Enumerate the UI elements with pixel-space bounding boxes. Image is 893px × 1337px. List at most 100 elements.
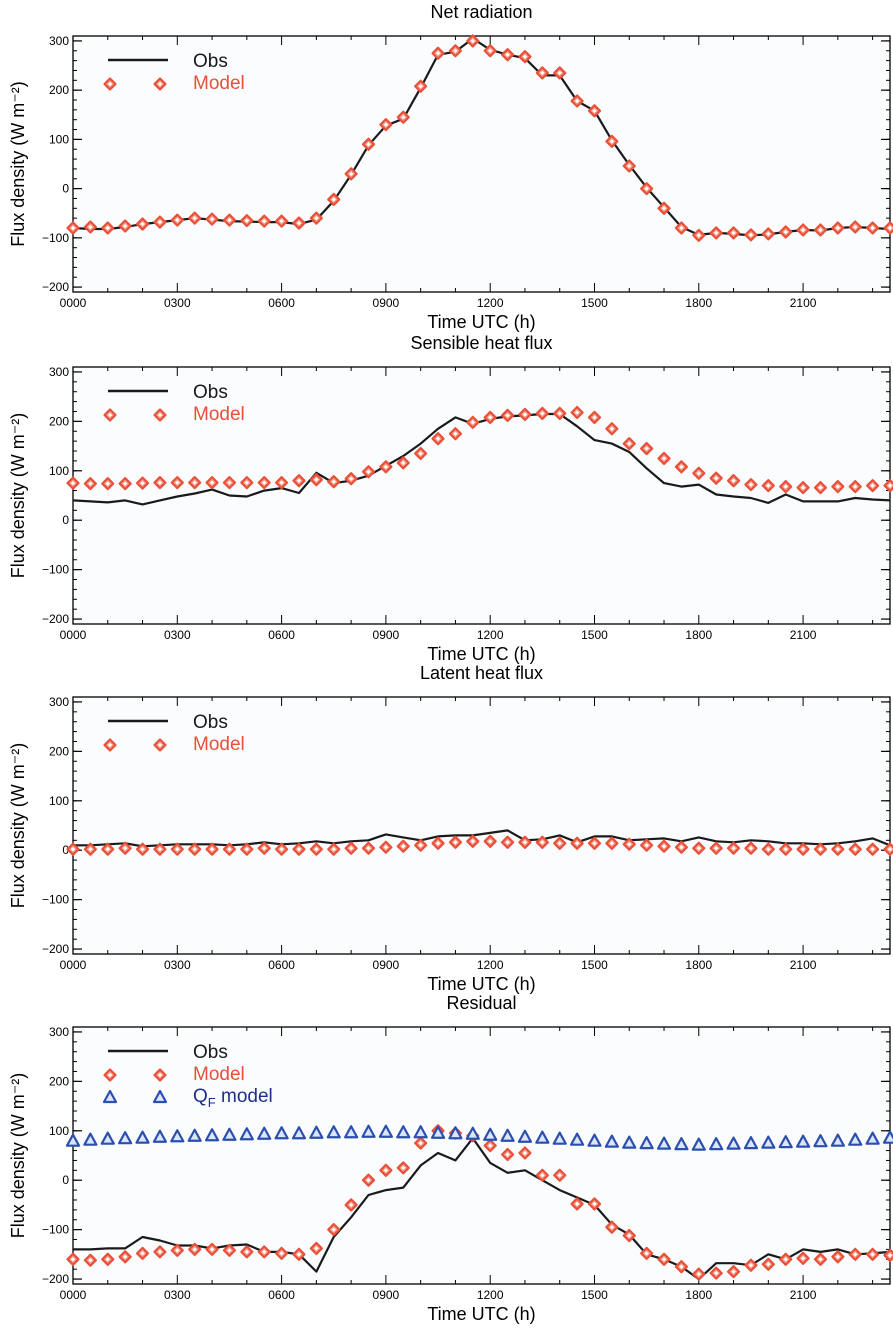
qf-model-point	[100, 1131, 115, 1145]
qf-model-point	[396, 1125, 411, 1139]
qf-model-point	[674, 1137, 689, 1151]
chart-title: Sensible heat flux	[410, 333, 552, 353]
y-axis-label: Flux density (W m⁻²)	[8, 81, 28, 247]
y-tick-label: −200	[42, 942, 69, 956]
y-tick-label: 100	[49, 794, 69, 808]
qf-model-point	[378, 1124, 393, 1138]
y-tick-label: 100	[49, 464, 69, 478]
qf-model-point	[552, 1131, 567, 1145]
qf-model-point	[187, 1128, 202, 1142]
y-tick-label: 200	[49, 414, 69, 428]
plot-area	[72, 35, 891, 293]
qf-model-point	[865, 1131, 880, 1145]
y-tick-label: −200	[42, 1272, 69, 1286]
x-tick-label: 1500	[581, 1288, 608, 1302]
legend-qf-swatch	[152, 1089, 168, 1104]
chart-title: Latent heat flux	[420, 663, 543, 683]
x-tick-label: 0900	[373, 958, 400, 972]
chart-panel-4: Residual −200 −100 0 100 200 300 0000 0300 0600 09…	[8, 993, 893, 1324]
x-tick-label: 0900	[373, 628, 400, 642]
legend-label: Obs	[193, 712, 228, 733]
qf-model-point	[257, 1126, 272, 1140]
qf-model-point	[170, 1129, 185, 1143]
qf-model-point	[291, 1126, 307, 1140]
legend-label: Model	[193, 734, 245, 755]
legend-label: Obs	[193, 1042, 228, 1063]
qf-model-point	[778, 1135, 793, 1149]
y-tick-label: 100	[49, 1124, 69, 1138]
obs-line	[73, 829, 891, 848]
chart-panel-3: Latent heat flux −200 −100 0 100 200 300 0000 03…	[8, 663, 893, 994]
x-tick-label: 2100	[790, 296, 817, 310]
x-tick-label: 1800	[685, 958, 712, 972]
qf-model-point	[118, 1131, 133, 1145]
chart-title: Residual	[446, 993, 516, 1013]
qf-model-point	[535, 1130, 550, 1144]
x-tick-label: 0000	[60, 1288, 87, 1302]
qf-model-point	[204, 1128, 220, 1142]
qf-model-point	[274, 1126, 289, 1140]
qf-model-point	[344, 1125, 359, 1139]
x-tick-label: 2100	[790, 1288, 817, 1302]
y-tick-label: −200	[42, 612, 69, 626]
x-tick-label: 1200	[477, 1288, 504, 1302]
qf-model-point	[430, 1125, 446, 1139]
qf-model-point	[309, 1125, 324, 1139]
plot-area	[72, 1026, 891, 1285]
legend-qf-swatch	[102, 1089, 118, 1104]
y-tick-label: −100	[42, 893, 69, 907]
x-tick-label: 0600	[268, 628, 295, 642]
y-axis-label: Flux density (W m⁻²)	[8, 413, 28, 579]
qf-model-point	[709, 1137, 724, 1151]
chart-panel-2: Sensible heat flux −200 −100 0 100 200 300 0000…	[8, 333, 893, 664]
qf-model-point	[726, 1136, 741, 1150]
qf-model-point	[135, 1130, 150, 1144]
y-tick-label: 300	[49, 34, 69, 48]
x-tick-label: 0300	[164, 958, 191, 972]
qf-model-point	[587, 1133, 602, 1147]
y-tick-label: 200	[49, 744, 69, 758]
y-tick-label: 0	[62, 843, 69, 857]
x-tick-label: 2100	[790, 628, 817, 642]
obs-line	[72, 412, 891, 506]
qf-model-point	[743, 1136, 759, 1150]
y-tick-label: 300	[49, 695, 69, 709]
y-tick-label: −100	[42, 1223, 69, 1237]
chart-title: Net radiation	[430, 2, 532, 22]
qf-model-point	[500, 1128, 515, 1142]
qf-model-point	[222, 1127, 237, 1141]
plot-area	[72, 366, 891, 625]
plot-area	[72, 696, 891, 955]
qf-model-point	[830, 1133, 845, 1147]
y-tick-label: 0	[62, 513, 69, 527]
qf-model-point	[570, 1132, 585, 1146]
legend-label: QF model	[193, 1086, 273, 1110]
y-tick-label: 100	[49, 132, 69, 146]
y-axis-label: Flux density (W m⁻²)	[8, 743, 28, 909]
x-axis-label: Time UTC (h)	[427, 974, 535, 994]
x-tick-label: 1800	[685, 1288, 712, 1302]
x-axis-label: Time UTC (h)	[427, 1304, 535, 1324]
qf-model-point	[483, 1127, 498, 1141]
qf-model-point	[413, 1125, 428, 1139]
qf-model-point	[239, 1127, 254, 1141]
qf-model-point	[517, 1129, 533, 1143]
y-tick-label: −100	[42, 563, 69, 577]
qf-model-point	[813, 1134, 828, 1148]
legend-label: Model	[193, 73, 245, 94]
y-tick-label: 200	[49, 83, 69, 97]
x-tick-label: 0900	[373, 1288, 400, 1302]
x-tick-label: 1200	[477, 296, 504, 310]
x-tick-label: 0600	[268, 958, 295, 972]
qf-model-point	[639, 1136, 654, 1150]
y-axis-label: Flux density (W m⁻²)	[8, 1073, 28, 1239]
legend-label: Obs	[193, 382, 228, 403]
x-tick-label: 0300	[164, 1288, 191, 1302]
x-tick-label: 0900	[373, 296, 400, 310]
x-tick-label: 0000	[60, 296, 87, 310]
y-tick-label: −200	[42, 280, 69, 294]
y-tick-label: 0	[62, 182, 69, 196]
